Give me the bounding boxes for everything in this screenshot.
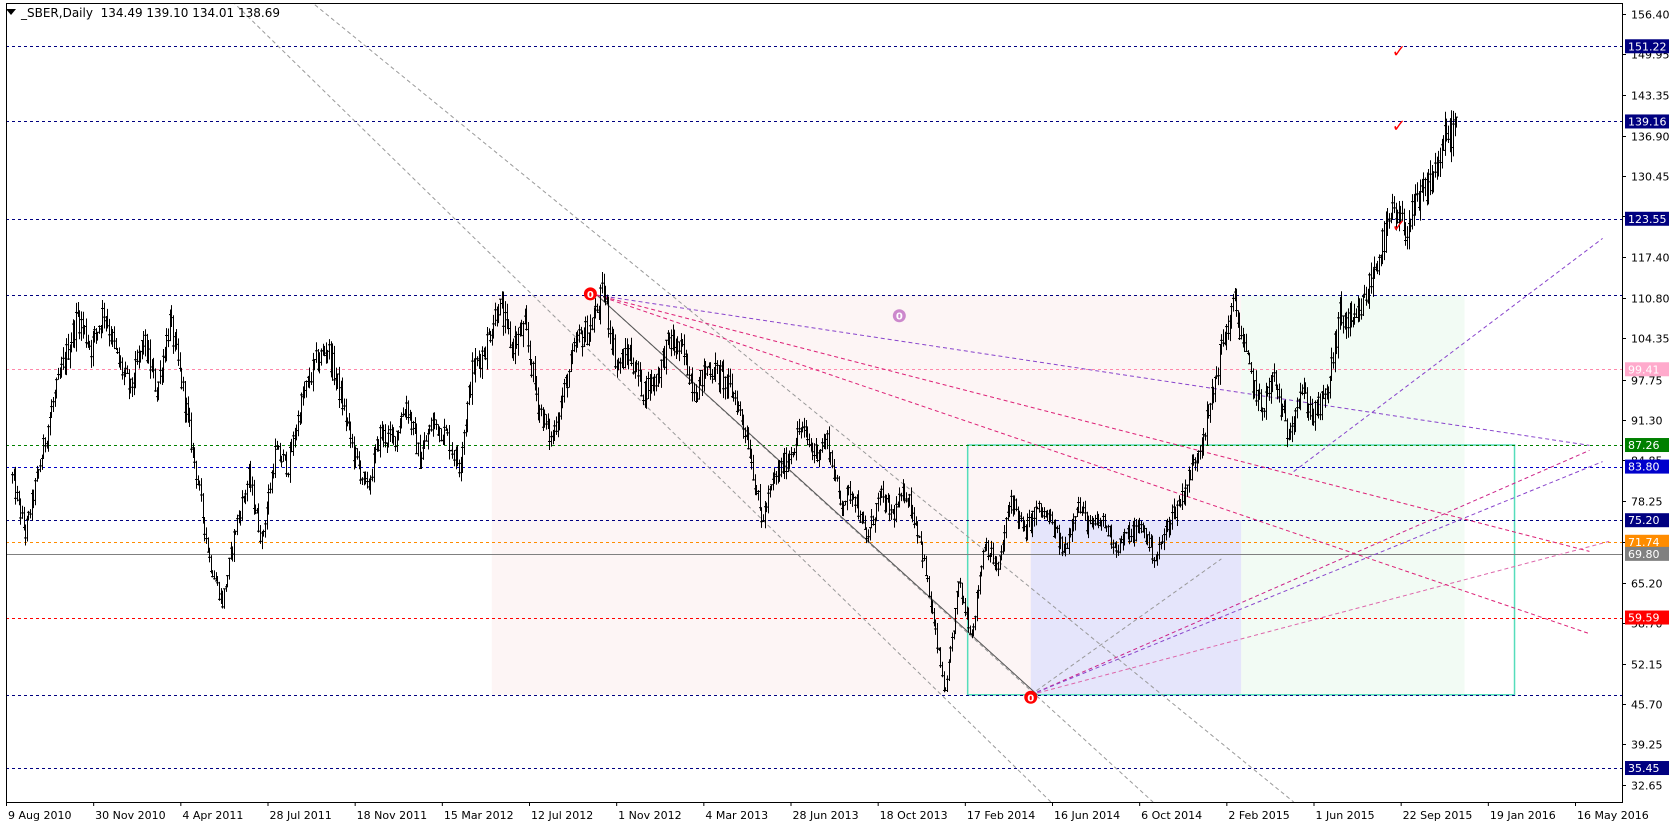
- chart-header: _SBER,Daily 134.49 139.10 134.01 138.69: [6, 6, 280, 20]
- chevron-down-icon[interactable]: [6, 9, 16, 15]
- price-badge-75.20: [1625, 513, 1669, 528]
- x-tick-label: 15 Mar 2012: [444, 809, 514, 822]
- fractal-purple-label: 0: [896, 312, 903, 323]
- fractal-low-oct2014-label: 0: [1027, 693, 1034, 704]
- price-badge-label: 83.80: [1628, 461, 1660, 474]
- x-tick-label: 1 Nov 2012: [618, 809, 681, 822]
- y-tick-label: 91.30: [1631, 415, 1663, 428]
- x-tick-label: 18 Oct 2013: [880, 809, 948, 822]
- x-tick-label: 19 Jan 2016: [1490, 809, 1556, 822]
- symbol-label: _SBER,Daily: [21, 6, 93, 20]
- price-badge-label: 69.80: [1628, 548, 1660, 561]
- price-badge-123.55: [1625, 211, 1669, 226]
- price-badge-87.26: [1625, 438, 1669, 453]
- price-badge-69.80: [1625, 546, 1669, 561]
- fractal-purple-marker: [892, 309, 906, 323]
- x-tick-label: 30 Nov 2010: [95, 809, 165, 822]
- y-tick-label: 104.35: [1631, 333, 1670, 346]
- plot-frame: [6, 3, 1623, 803]
- fractal-low-oct2014-marker: [1024, 690, 1038, 704]
- x-tick-label: 12 Jul 2012: [531, 809, 593, 822]
- x-tick-label: 1 Jun 2015: [1316, 809, 1375, 822]
- y-tick-label: 143.35: [1631, 90, 1670, 103]
- zone-teal-box: [966, 444, 1516, 696]
- trendline-7: [596, 294, 1590, 446]
- x-tick-label: 28 Jul 2011: [270, 809, 332, 822]
- trendline-2: [596, 294, 1154, 802]
- trendline-0: [234, 4, 1052, 802]
- plot-layer: [6, 4, 1622, 802]
- trendline-3: [596, 294, 1038, 696]
- x-tick-label: 28 Jun 2013: [793, 809, 859, 822]
- trendline-5: [1030, 540, 1610, 696]
- price-badge-label: 87.26: [1628, 439, 1660, 452]
- y-tick-label: 117.40: [1631, 252, 1670, 265]
- x-tick-label: 16 May 2016: [1577, 809, 1649, 822]
- x-tick-label: 16 Jun 2014: [1054, 809, 1120, 822]
- x-axis: 9 Aug 2010 30 Nov 2010 4 Apr 2011 28 Jul 20…: [6, 802, 1649, 822]
- trendline-6: [1030, 449, 1590, 696]
- price-badge-99.41: [1625, 362, 1669, 377]
- price-badge-139.16: [1625, 114, 1669, 129]
- price-badge-label: 123.55: [1628, 213, 1667, 226]
- price-badge-label: 99.41: [1628, 363, 1660, 376]
- trendline-11: [1293, 238, 1603, 472]
- trendline-8: [596, 294, 1590, 552]
- y-tick-label: 52.15: [1631, 659, 1663, 672]
- y-tick-label: 45.70: [1631, 699, 1663, 712]
- price-badge-35.45: [1625, 761, 1669, 776]
- x-tick-label: 18 Nov 2011: [357, 809, 427, 822]
- x-tick-label: 2 Feb 2015: [1228, 809, 1289, 822]
- check-123-mark: ✓: [1392, 216, 1406, 236]
- y-tick-label: 130.45: [1631, 171, 1670, 184]
- y-tick-label: 39.25: [1631, 739, 1663, 752]
- zone-green: [1241, 295, 1465, 695]
- trendline-1: [313, 4, 1294, 802]
- price-badge-label: 151.22: [1628, 40, 1667, 53]
- y-tick-label: 32.65: [1631, 780, 1663, 793]
- y-tick-label: 156.40: [1631, 9, 1670, 22]
- x-tick-label: 9 Aug 2010: [8, 809, 71, 822]
- price-badge-label: 71.74: [1628, 536, 1660, 549]
- price-badge-83.80: [1625, 459, 1669, 474]
- ohlc-readout: 134.49 139.10 134.01 138.69: [100, 6, 280, 20]
- fractal-high-nov2012-label: 0: [587, 290, 594, 301]
- y-tick-label: 136.90: [1631, 131, 1670, 144]
- x-tick-label: 4 Mar 2013: [705, 809, 768, 822]
- candles-group: [11, 110, 1458, 693]
- trendline-10: [1030, 461, 1603, 696]
- y-axis: 156.40149.95143.35136.90130.45123.95117.…: [1622, 9, 1670, 793]
- price-badge-label: 59.59: [1628, 612, 1660, 625]
- x-tick-label: 6 Oct 2014: [1141, 809, 1202, 822]
- y-tick-label: 97.75: [1631, 375, 1663, 388]
- y-tick-label: 78.25: [1631, 496, 1663, 509]
- price-badge-71.74: [1625, 534, 1669, 549]
- x-tick-label: 22 Sep 2015: [1403, 809, 1473, 822]
- price-badge-label: 35.45: [1628, 762, 1660, 775]
- fractal-high-nov2012-marker: [583, 287, 597, 301]
- price-badge-label: 75.20: [1628, 514, 1660, 527]
- y-tick-label: 65.20: [1631, 578, 1663, 591]
- check-139-mark: ✓: [1392, 117, 1406, 137]
- x-tick-label: 17 Feb 2014: [967, 809, 1035, 822]
- check-151-mark: ✓: [1392, 42, 1406, 62]
- x-tick-label: 4 Apr 2011: [182, 809, 243, 822]
- y-tick-label: 110.80: [1631, 293, 1670, 306]
- price-badge-59.59: [1625, 610, 1669, 625]
- price-badge-label: 139.16: [1628, 115, 1667, 128]
- price-badge-151.22: [1625, 39, 1669, 54]
